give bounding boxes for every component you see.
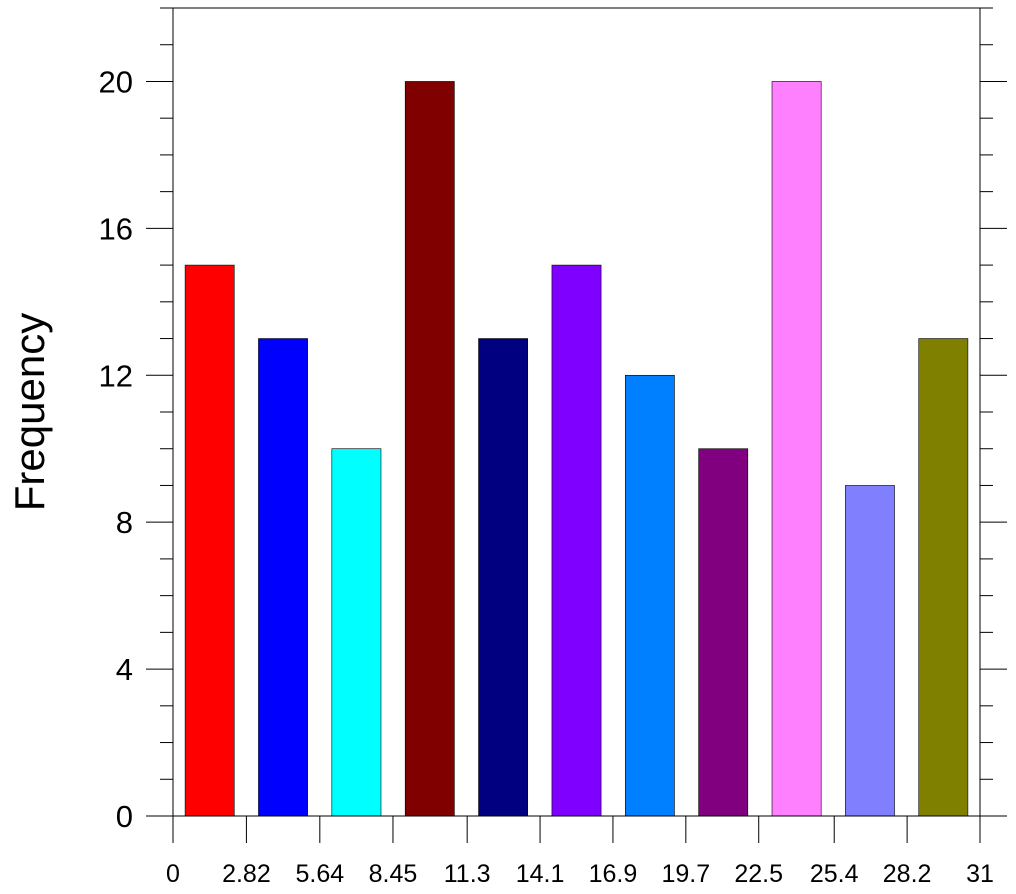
y-tick-label: 12: [99, 358, 133, 393]
y-tick-label: 16: [99, 211, 133, 246]
x-tick-label: 31: [966, 860, 994, 888]
bar-4: [404, 81, 455, 817]
bar-9: [771, 81, 822, 817]
bar-1: [184, 264, 235, 817]
x-tick-label: 2.82: [222, 860, 271, 888]
x-tick-label: 8.45: [369, 860, 418, 888]
y-tick-label: 4: [116, 652, 133, 687]
x-tick-label: 5.64: [295, 860, 344, 888]
x-tick-label: 22.5: [734, 860, 783, 888]
y-tick-label: 8: [116, 505, 133, 540]
x-tick-label: 19.7: [661, 860, 710, 888]
x-tick-label: 16.9: [589, 860, 638, 888]
y-tick-label: 20: [99, 64, 133, 99]
x-tick-label: 28.2: [883, 860, 932, 888]
bar-2: [258, 338, 308, 817]
y-axis-label: Frequency: [6, 313, 53, 511]
x-tick-label: 25.4: [810, 860, 859, 888]
x-tick-label: 14.1: [516, 860, 565, 888]
tick-labels-group: 0 4 8 12 16 20 0 2.82 5.64 8.45 11.3 14.1 16.9 19.7 22…: [99, 64, 994, 888]
bar-3: [331, 448, 382, 817]
bar-10: [845, 485, 895, 817]
bar-6: [551, 264, 602, 817]
y-tick-label: 0: [116, 799, 133, 834]
bars-group: [184, 81, 969, 817]
bar-7: [624, 374, 675, 817]
x-tick-label: 11.3: [444, 860, 491, 888]
bar-11: [918, 338, 969, 817]
ticks-group: [146, 7, 1007, 843]
bar-5: [478, 338, 529, 817]
bar-8: [698, 448, 749, 817]
x-tick-label: 0: [166, 860, 180, 888]
